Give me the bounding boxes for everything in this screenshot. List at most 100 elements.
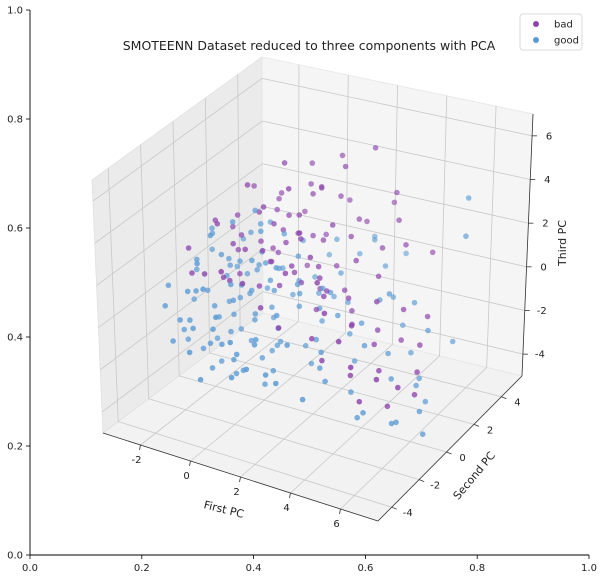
bad-point	[374, 327, 381, 333]
bad-point	[302, 208, 308, 215]
bad-point	[230, 223, 236, 230]
bad-point	[274, 206, 281, 213]
good-point	[425, 327, 431, 334]
bad-point	[268, 258, 275, 265]
bad-point	[307, 254, 314, 261]
grid-y-floor	[148, 398, 420, 480]
good-point	[331, 293, 337, 300]
good-point	[228, 328, 234, 335]
y-tick	[391, 506, 397, 510]
grid-y-floor	[240, 329, 502, 398]
good-point	[269, 304, 275, 311]
z-axis-line	[521, 113, 534, 377]
outer-y-tick-label: 0.0	[7, 551, 23, 562]
y-tick	[446, 451, 452, 455]
good-point	[209, 365, 216, 371]
good-point	[411, 299, 418, 306]
legend-label-good: good	[554, 36, 579, 47]
good-point	[238, 326, 245, 332]
bad-point	[286, 212, 292, 218]
grid-x-back	[486, 106, 497, 368]
grid-z-back	[262, 77, 533, 137]
outer-y-tick-label: 0.6	[7, 224, 23, 235]
good-point	[243, 366, 250, 373]
bad-point	[321, 293, 327, 300]
grid-z-back	[262, 120, 531, 180]
grid-z-left	[100, 248, 263, 371]
good-point	[320, 285, 326, 292]
good-point	[347, 331, 353, 337]
bad-point	[349, 308, 355, 314]
good-point	[185, 336, 192, 343]
good-point	[335, 312, 341, 319]
bad-point	[373, 376, 380, 383]
good-point	[231, 311, 237, 318]
grid-z-back	[262, 248, 525, 311]
bad-point	[400, 306, 407, 313]
good-point	[390, 294, 397, 300]
bad-point	[244, 182, 251, 188]
3d-tick-labels: -2 0 2 4 6 -4 -2 0 2 4 -4 -2 0 2 4 6	[132, 131, 553, 530]
bad-point	[275, 249, 282, 256]
good-point	[302, 342, 309, 349]
good-point	[187, 317, 193, 323]
good-point	[273, 312, 280, 319]
good-point	[419, 431, 426, 438]
z-tick-label: 0	[540, 262, 546, 273]
good-point	[209, 246, 215, 253]
good-point	[254, 267, 260, 273]
z-axis-label: Third PC	[556, 220, 569, 267]
bad-point	[214, 221, 221, 227]
outer-x-tick-label: 0.4	[246, 563, 262, 574]
bad-point	[276, 282, 283, 289]
bad-point	[347, 197, 353, 203]
good-point	[388, 376, 395, 382]
good-point	[256, 262, 262, 268]
good-point	[258, 228, 264, 235]
outer-x-tick-label: 1.0	[581, 563, 597, 574]
good-point	[316, 290, 322, 296]
grid-z-left	[92, 78, 263, 202]
good-point	[354, 414, 361, 421]
bad-point	[271, 221, 277, 227]
good-point	[416, 375, 423, 382]
bad-point	[242, 246, 248, 253]
grid-z-left	[96, 163, 263, 286]
y-tick	[501, 396, 507, 400]
good-point	[230, 297, 237, 304]
bad-point	[417, 342, 423, 348]
grid-x-floor	[290, 355, 440, 494]
good-point	[204, 287, 211, 294]
grid-y-left	[237, 74, 241, 331]
bad-point	[339, 152, 346, 159]
good-point	[393, 419, 399, 426]
good-point	[281, 231, 288, 237]
good-point	[200, 286, 206, 293]
x-tick	[189, 460, 191, 467]
bad-point	[429, 249, 436, 256]
bad-point	[335, 338, 342, 345]
bad-point	[372, 145, 379, 151]
x-tick-label: 6	[333, 519, 339, 530]
outer-y-tick-label: 0.4	[7, 333, 23, 344]
good-point	[296, 303, 303, 310]
good-point	[207, 232, 214, 239]
good-point	[463, 233, 469, 239]
good-point	[271, 287, 278, 294]
bad-point	[342, 163, 349, 170]
good-point	[252, 317, 258, 323]
good-point	[264, 285, 271, 291]
good-point	[248, 337, 255, 344]
z-tick-label: -2	[537, 306, 547, 317]
bad-point	[376, 367, 382, 374]
good-point	[200, 345, 207, 352]
y-tick-label: 4	[514, 398, 520, 409]
good-point	[233, 370, 240, 377]
y-tick-label: -2	[430, 481, 440, 492]
bad-point	[310, 191, 316, 197]
outer-x-tick-label: 0.2	[134, 563, 150, 574]
bad-point	[379, 245, 386, 251]
z-tick-label: 2	[542, 219, 548, 230]
x-tick	[289, 492, 291, 499]
